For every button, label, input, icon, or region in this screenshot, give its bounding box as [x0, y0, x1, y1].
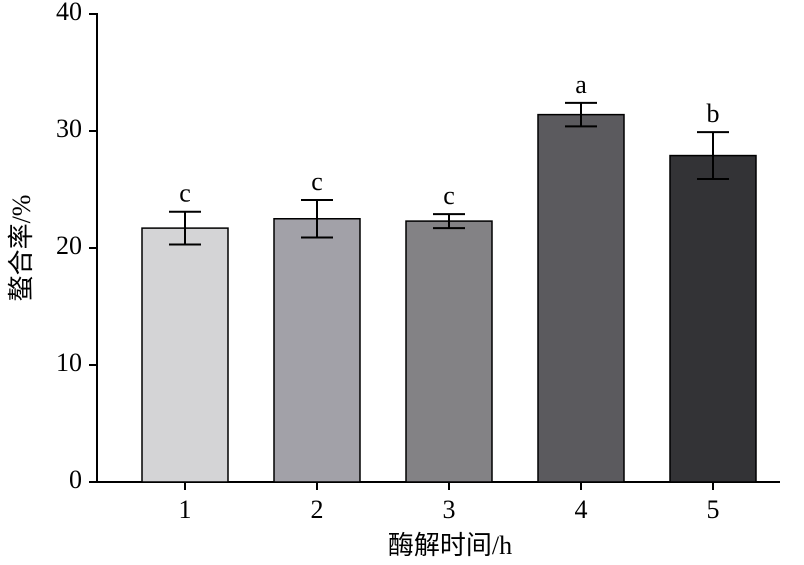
x-axis-label: 酶解时间/h — [388, 531, 512, 560]
bar — [537, 113, 625, 483]
y-tick-label: 10 — [56, 348, 82, 377]
significance-letter: b — [707, 99, 720, 128]
y-tick-label: 40 — [56, 0, 82, 26]
y-tick-label: 20 — [56, 231, 82, 260]
bar — [405, 220, 493, 483]
significance-letter: c — [443, 181, 455, 210]
y-tick-label: 30 — [56, 114, 82, 143]
bar — [273, 218, 361, 483]
y-axis-label: 螯合率/% — [7, 195, 36, 302]
y-tick-label: 0 — [69, 465, 82, 494]
x-tick-label: 3 — [443, 495, 456, 524]
significance-letter: c — [179, 179, 191, 208]
significance-letter: a — [575, 70, 587, 99]
x-tick-label: 5 — [707, 495, 720, 524]
x-tick-label: 2 — [311, 495, 324, 524]
bar — [141, 227, 229, 483]
x-tick-label: 1 — [179, 495, 192, 524]
bar — [669, 154, 757, 483]
x-tick-label: 4 — [575, 495, 588, 524]
significance-letter: c — [311, 167, 323, 196]
